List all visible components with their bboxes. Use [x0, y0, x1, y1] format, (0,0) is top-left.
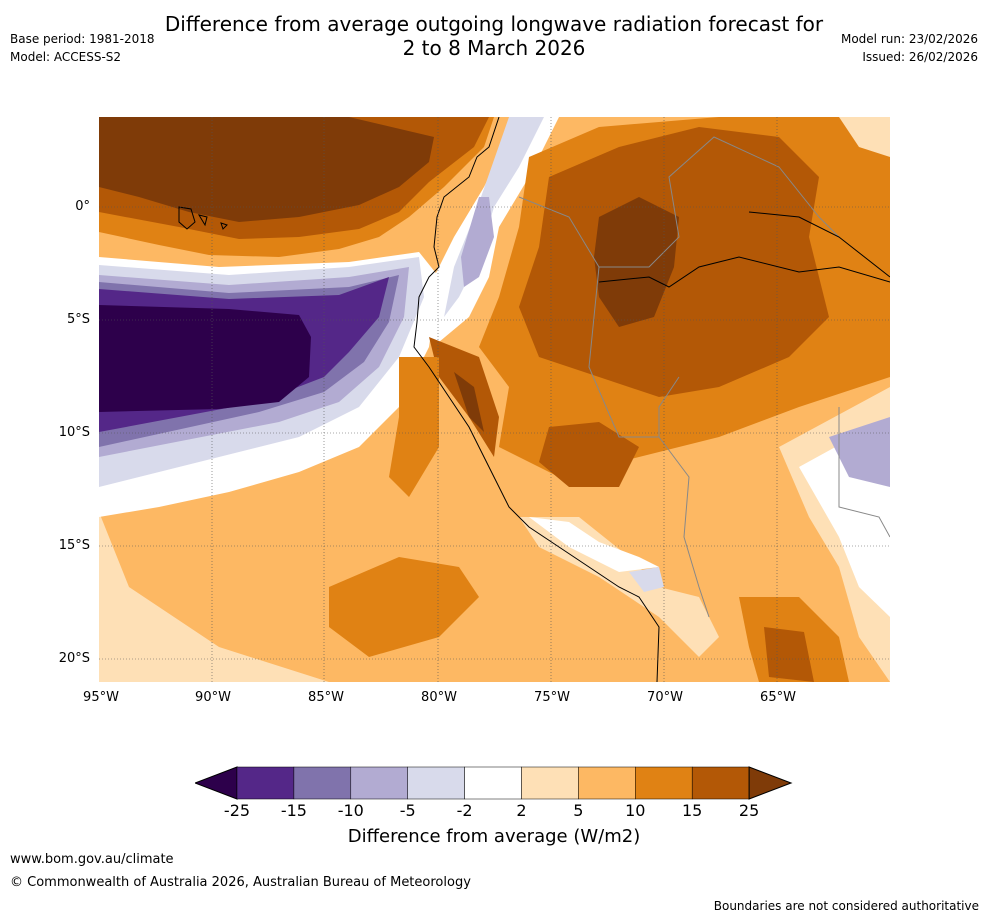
colorbar-label: Difference from average (W/m2)	[347, 826, 641, 847]
footer-disclaimer: Boundaries are not considered authoritat…	[713, 899, 979, 913]
colorbar-tick-label: -10	[337, 801, 364, 820]
lon-label-80w: 80°W	[421, 690, 457, 705]
colorbar-swatch	[236, 766, 295, 800]
colorbar-tick-label: 10	[625, 801, 646, 820]
colorbar-tick-label: -15	[280, 801, 307, 820]
field-coast-purple2	[461, 197, 494, 287]
field-inland-brown	[539, 422, 639, 487]
northern-river	[748, 211, 890, 278]
field-offshore-orange	[329, 557, 479, 657]
map-title: Difference from average outgoing longwav…	[0, 12, 988, 60]
colorbar-extend-high	[748, 766, 793, 800]
lon-label-75w: 75°W	[534, 690, 570, 705]
colorbar-tick-label: 25	[738, 801, 760, 820]
field-peru-darkest	[454, 372, 484, 432]
issued-date: Issued: 26/02/2026	[862, 50, 978, 64]
title-line-2: 2 to 8 March 2026	[402, 36, 586, 60]
lon-label-70w: 70°W	[647, 690, 683, 705]
field-light-sw	[99, 512, 329, 682]
colorbar-swatch	[691, 766, 750, 800]
colorbar-swatch	[578, 766, 636, 800]
lon-label-95w: 95°W	[83, 690, 119, 705]
colorbar-swatch	[521, 766, 579, 800]
colorbar-tick-label: 15	[682, 801, 703, 820]
field-e-purple	[829, 417, 890, 487]
field-nw-darkest	[99, 117, 434, 222]
meta-left: Base period: 1981-2018 Model: ACCESS-S2	[10, 30, 155, 66]
colorbar-tick-label: -5	[399, 801, 416, 820]
footer-url: www.bom.gov.au/climate	[10, 852, 174, 867]
colorbar-swatch	[350, 766, 408, 800]
lat-label-0: 0°	[75, 199, 90, 214]
lon-label-65w: 65°W	[760, 690, 796, 705]
country-borders	[518, 136, 890, 618]
colorbar-tick-label: -2	[456, 801, 473, 820]
colorbar-swatch	[293, 766, 352, 800]
colorbar-tick-label: -25	[223, 801, 251, 820]
colorbar-swatch	[464, 766, 522, 800]
lat-label-20s: 20°S	[58, 651, 90, 666]
field-ne-light	[839, 117, 890, 157]
lat-label-10s: 10°S	[58, 425, 90, 440]
field-south-white	[529, 517, 659, 572]
lat-label-5s: 5°S	[66, 312, 90, 327]
colorbar-tick-label: 2	[516, 801, 527, 820]
model-name: Model: ACCESS-S2	[10, 50, 122, 64]
field-south-purple	[629, 567, 664, 592]
title-line-1: Difference from average outgoing longwav…	[164, 12, 824, 36]
lon-label-85w: 85°W	[308, 690, 344, 705]
amazon-river	[598, 256, 890, 288]
field-se-dark	[764, 627, 814, 682]
model-run: Model run: 23/02/2026	[840, 32, 978, 46]
field-offshore-orange2	[389, 357, 439, 497]
gridlines	[99, 117, 890, 682]
base-period: Base period: 1981-2018	[10, 32, 155, 46]
colorbar-swatch	[635, 766, 693, 800]
field-w-darkest	[99, 305, 311, 412]
colorbar	[195, 766, 793, 800]
footer-copyright: © Commonwealth of Australia 2026, Austra…	[10, 875, 471, 890]
field-amazon-darkest	[594, 197, 679, 327]
galapagos-islands	[178, 206, 228, 230]
olr-anomaly-map	[99, 117, 890, 682]
colorbar-swatch	[407, 766, 465, 800]
lat-label-15s: 15°S	[58, 538, 90, 553]
lon-label-90w: 90°W	[195, 690, 231, 705]
coastline	[413, 117, 660, 682]
colorbar-tick-label: 5	[573, 801, 584, 820]
meta-right: Model run: 23/02/2026 Issued: 26/02/2026	[841, 30, 978, 66]
colorbar-extend-low	[195, 766, 238, 800]
